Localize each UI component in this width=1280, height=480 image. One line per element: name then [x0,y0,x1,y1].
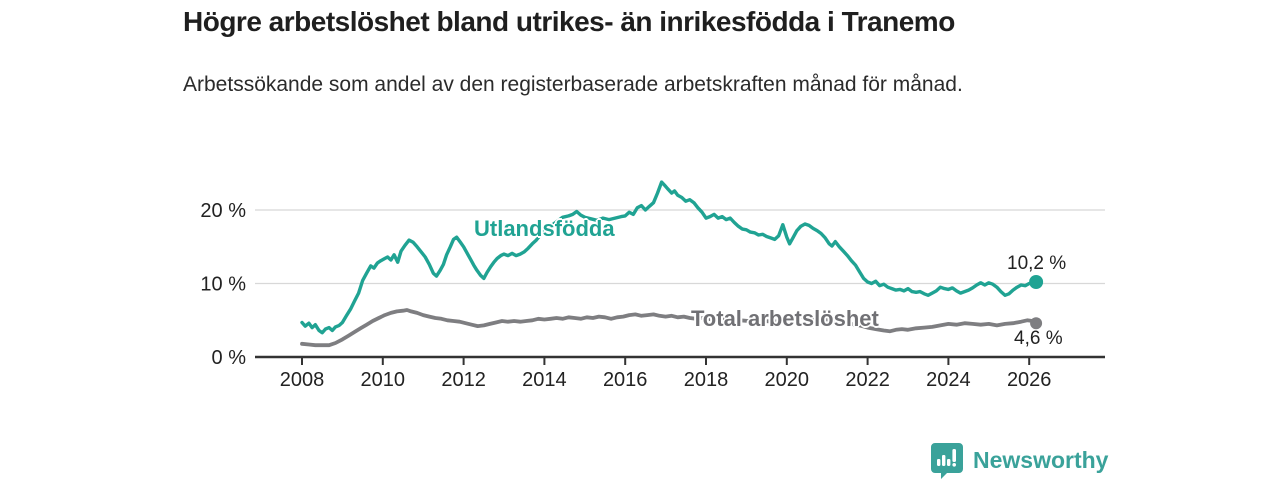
svg-text:2022: 2022 [845,369,890,391]
svg-text:2014: 2014 [522,369,567,391]
svg-text:10 %: 10 % [200,274,246,296]
end-value-label-total: 4,6 % [1014,328,1063,349]
series-label-total: Total arbetslöshet [691,306,879,331]
svg-text:20 %: 20 % [200,200,246,222]
page-subtitle: Arbetssökande som andel av den registerb… [183,73,963,96]
svg-text:0 %: 0 % [212,347,247,369]
svg-text:2010: 2010 [361,369,406,391]
svg-text:2016: 2016 [603,369,648,391]
newsworthy-logo[interactable]: Newsworthy [930,442,1108,479]
newsworthy-logo-text: Newsworthy [973,447,1109,473]
page-title: Högre arbetslöshet bland utrikes- än inr… [183,6,955,37]
svg-text:2020: 2020 [765,369,810,391]
svg-text:2024: 2024 [926,369,971,391]
end-value-label-utlandsfodda: 10,2 % [1007,253,1067,274]
svg-text:2008: 2008 [280,369,325,391]
svg-text:2012: 2012 [441,369,486,391]
svg-text:2018: 2018 [684,369,729,391]
svg-text:2026: 2026 [1007,369,1052,391]
newsworthy-bar-chart-bubble-icon [930,442,964,479]
series-label-utlandsfodda: Utlandsfödda [474,216,615,241]
